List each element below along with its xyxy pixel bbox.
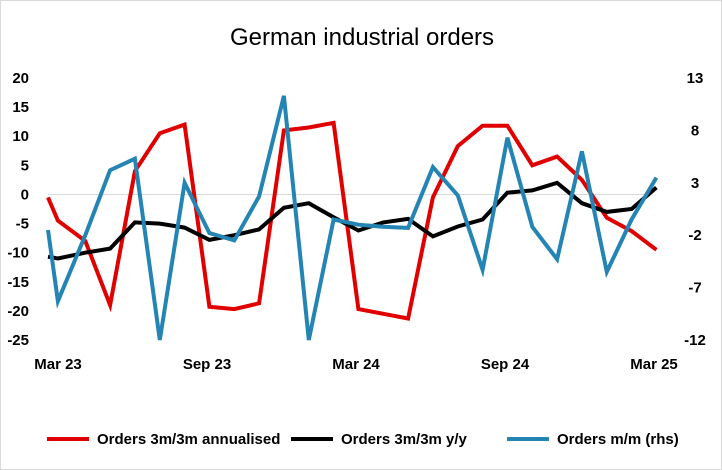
left-tick-label: 10: [12, 128, 29, 145]
left-tick-label: 20: [12, 70, 29, 87]
left-tick-label: -20: [7, 303, 29, 320]
x-tick-label: Sep 23: [183, 356, 231, 373]
left-tick-label: -25: [7, 332, 29, 349]
left-tick-label: -5: [16, 216, 29, 233]
right-tick-label: -2: [688, 227, 701, 244]
left-tick-label: 5: [21, 157, 29, 174]
left-tick-label: 0: [21, 186, 29, 203]
x-tick-label: Mar 23: [34, 356, 82, 373]
right-tick-label: 13: [687, 70, 704, 87]
legend: Orders 3m/3m annualised Orders 3m/3m y/y O…: [47, 431, 679, 448]
left-tick-label: 15: [12, 99, 29, 116]
x-tick-label: Mar 25: [630, 356, 678, 373]
series-line-0: [46, 120, 658, 321]
legend-label-1: Orders 3m/3m y/y: [341, 431, 468, 448]
series-lines: [46, 95, 659, 341]
right-tick-label: -7: [688, 280, 701, 297]
left-y-axis: -25 -20 -15 -10 -5 0 5 10 15 20: [7, 70, 29, 349]
legend-label-0: Orders 3m/3m annualised: [97, 431, 280, 448]
x-tick-label: Sep 24: [481, 356, 530, 373]
series-line-2: [46, 95, 659, 341]
left-tick-label: -15: [7, 274, 29, 291]
x-axis: Mar 23 Sep 23 Mar 24 Sep 24 Mar 25: [34, 356, 678, 373]
right-y-axis: -12 -7 -2 3 8 13: [684, 70, 706, 349]
legend-label-2: Orders m/m (rhs): [557, 431, 679, 448]
right-tick-label: 3: [691, 175, 699, 192]
left-tick-label: -10: [7, 245, 29, 262]
right-tick-label: -12: [684, 332, 706, 349]
right-tick-label: 8: [691, 122, 699, 139]
chart-title: German industrial orders: [230, 24, 494, 51]
x-tick-label: Mar 24: [332, 356, 380, 373]
